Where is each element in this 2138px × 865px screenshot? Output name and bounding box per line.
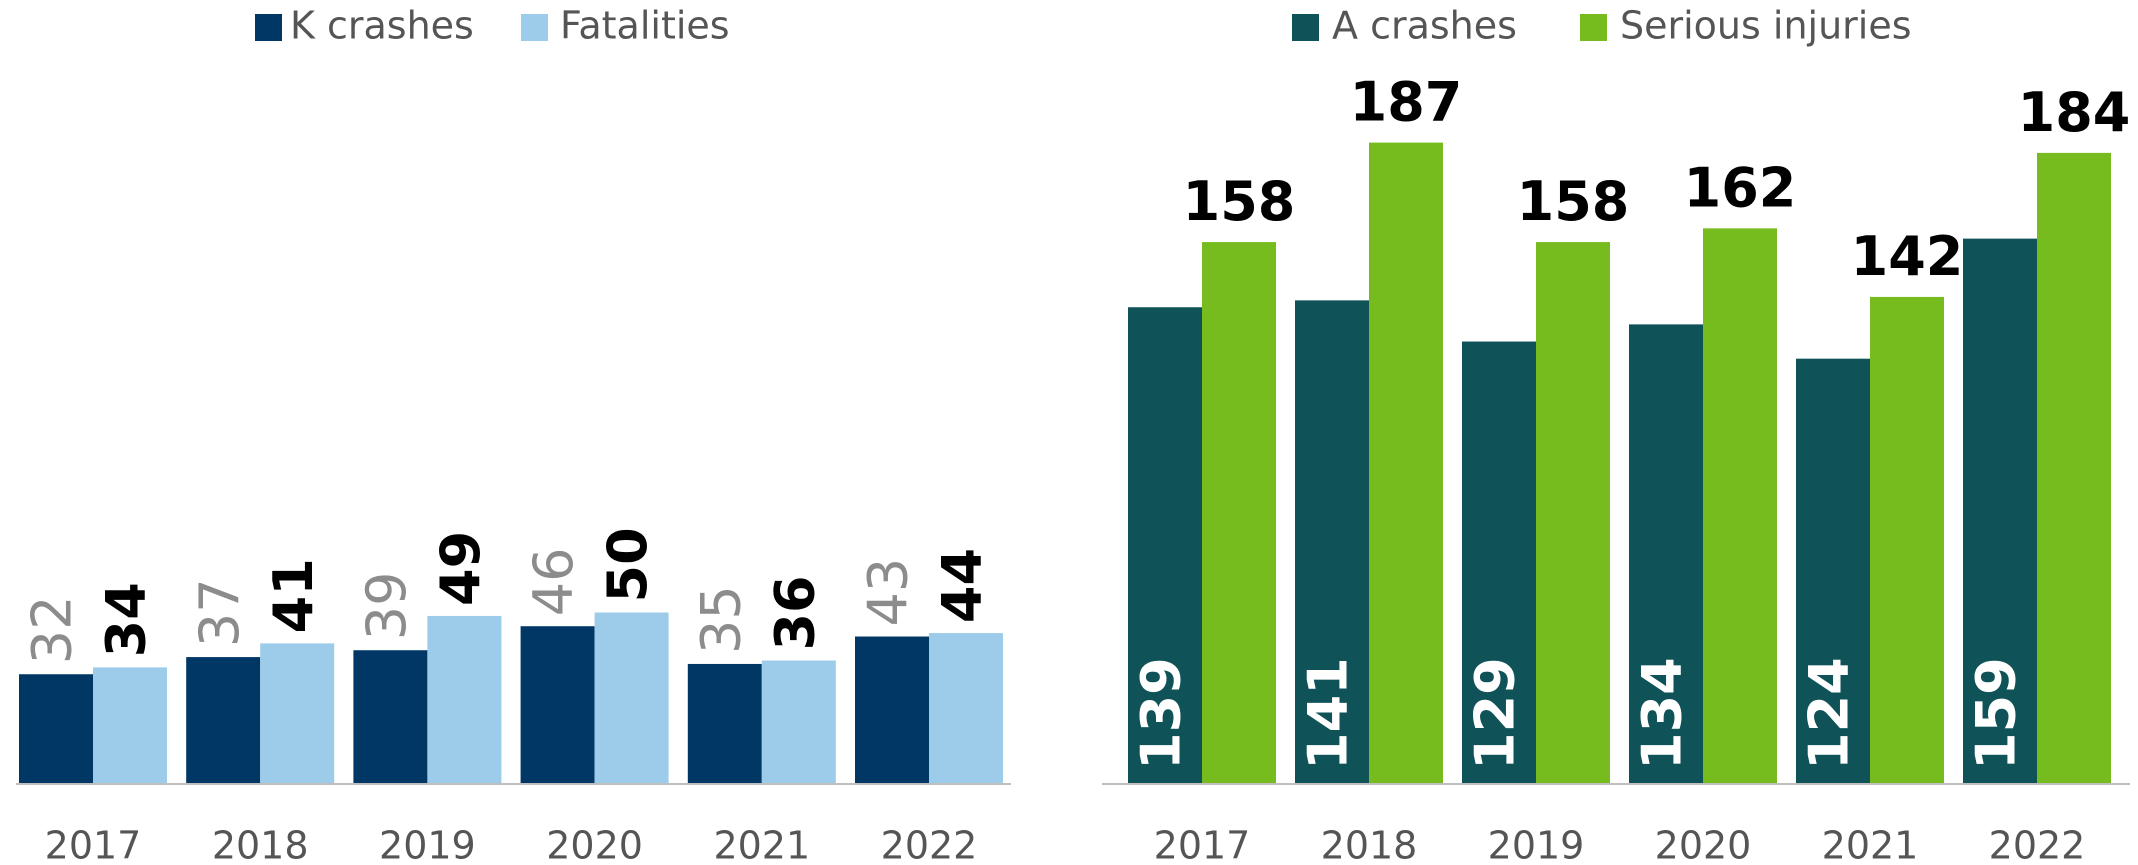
data-label: 162	[1684, 156, 1797, 219]
data-label: 142	[1851, 225, 1964, 288]
data-label: 41	[262, 558, 325, 633]
x-tick-label: 2022	[881, 824, 978, 865]
bar	[427, 615, 502, 784]
bar	[1703, 228, 1777, 785]
bar	[761, 660, 836, 784]
data-label: 34	[95, 582, 158, 657]
data-label: 134	[1631, 657, 1694, 770]
data-label: 32	[21, 596, 84, 665]
x-tick-label: 2022	[1989, 824, 2086, 865]
bar	[2037, 152, 2111, 784]
x-tick-label: 2020	[546, 824, 643, 865]
legend-swatch	[521, 14, 548, 41]
data-label: 158	[1517, 170, 1630, 233]
legend-swatch	[255, 14, 282, 41]
bar	[1629, 324, 1703, 784]
data-label: 139	[1130, 657, 1193, 770]
legend-swatch	[1292, 14, 1319, 41]
legend-label: Fatalities	[560, 4, 730, 48]
x-tick-label: 2017	[45, 824, 142, 865]
bar	[1202, 242, 1276, 784]
data-label: 44	[931, 548, 994, 623]
x-tick-label: 2018	[212, 824, 309, 865]
x-tick-label: 2019	[379, 824, 476, 865]
bar	[687, 663, 762, 784]
bar	[186, 657, 261, 784]
legend-swatch	[1580, 14, 1607, 41]
legend-label: A crashes	[1332, 4, 1517, 48]
bar	[1369, 142, 1443, 785]
bar	[1963, 238, 2037, 784]
x-tick-label: 2021	[1822, 824, 1919, 865]
x-tick-label: 2019	[1488, 824, 1585, 865]
bar	[353, 650, 428, 784]
x-tick-label: 2018	[1321, 824, 1418, 865]
bar	[1295, 300, 1369, 784]
data-label: 129	[1464, 657, 1527, 770]
bar	[93, 667, 167, 784]
bar	[1128, 307, 1202, 784]
data-label: 49	[429, 531, 492, 606]
legend-label: Serious injuries	[1620, 4, 1912, 48]
data-label: 39	[355, 572, 418, 641]
bar	[1462, 341, 1536, 784]
bar	[1870, 296, 1944, 784]
bar	[929, 633, 1003, 784]
bar	[594, 612, 669, 784]
bar	[520, 626, 595, 784]
data-label: 35	[689, 585, 752, 654]
bar	[19, 674, 93, 784]
data-label: 158	[1183, 170, 1296, 233]
bar	[260, 643, 335, 784]
data-label: 124	[1798, 657, 1861, 770]
data-label: 184	[2018, 81, 2131, 144]
bar	[855, 636, 929, 784]
data-label: 141	[1297, 657, 1360, 770]
x-tick-label: 2021	[713, 824, 810, 865]
data-label: 43	[857, 558, 920, 627]
bar	[1796, 358, 1870, 784]
data-label: 50	[596, 527, 659, 602]
bar	[1536, 242, 1610, 784]
data-label: 187	[1350, 71, 1463, 134]
legend-label: K crashes	[290, 4, 474, 48]
data-label: 46	[522, 548, 585, 617]
data-label: 159	[1965, 657, 2028, 770]
data-label: 36	[763, 575, 826, 650]
x-tick-label: 2017	[1154, 824, 1251, 865]
data-label: 37	[188, 578, 251, 647]
x-tick-label: 2020	[1655, 824, 1752, 865]
